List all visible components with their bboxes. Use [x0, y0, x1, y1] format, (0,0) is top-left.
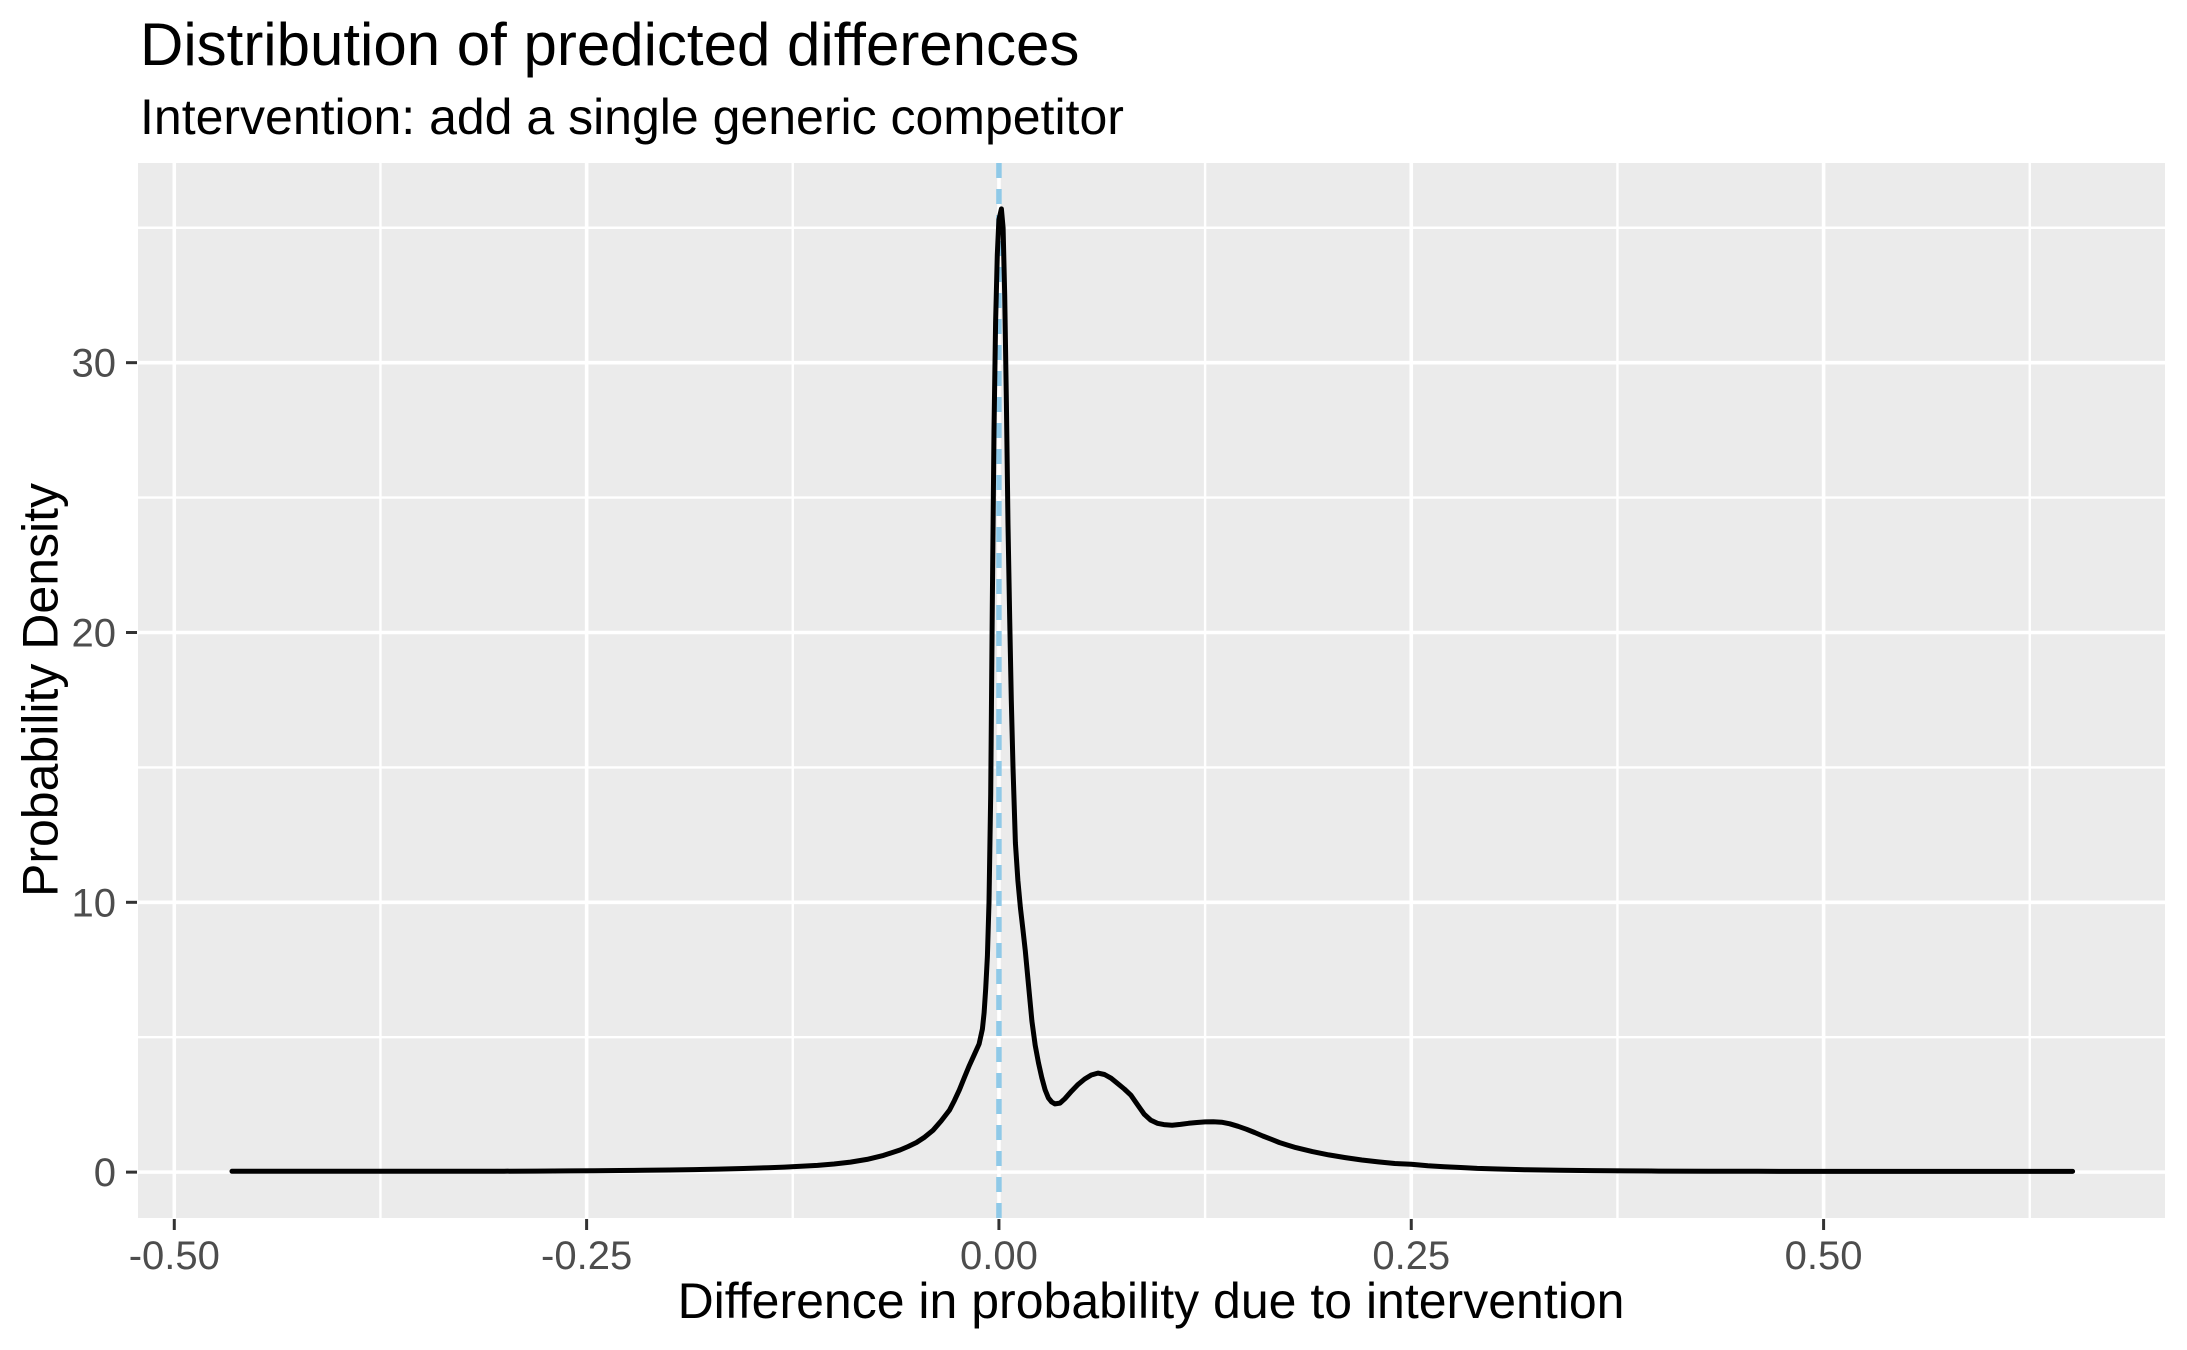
x-tick-label: -0.25	[541, 1234, 632, 1278]
plot-title: Distribution of predicted differences	[140, 11, 1080, 78]
x-tick-label: -0.50	[129, 1234, 220, 1278]
x-tick-label: 0.50	[1785, 1234, 1863, 1278]
x-tick-label: 0.25	[1372, 1234, 1450, 1278]
density-curve	[229, 206, 2076, 1174]
x-tick-label: 0.00	[960, 1234, 1038, 1278]
y-tick-label: 0	[94, 1151, 116, 1195]
y-tick-label: 30	[72, 342, 117, 386]
y-tick-label: 10	[72, 881, 117, 925]
plot-subtitle: Intervention: add a single generic compe…	[140, 89, 1124, 145]
y-tick-label: 20	[72, 611, 117, 655]
x-axis-title: Difference in probability due to interve…	[677, 1273, 1625, 1329]
chart-panel	[138, 163, 2165, 1218]
y-axis-title: Probability Density	[12, 482, 69, 898]
